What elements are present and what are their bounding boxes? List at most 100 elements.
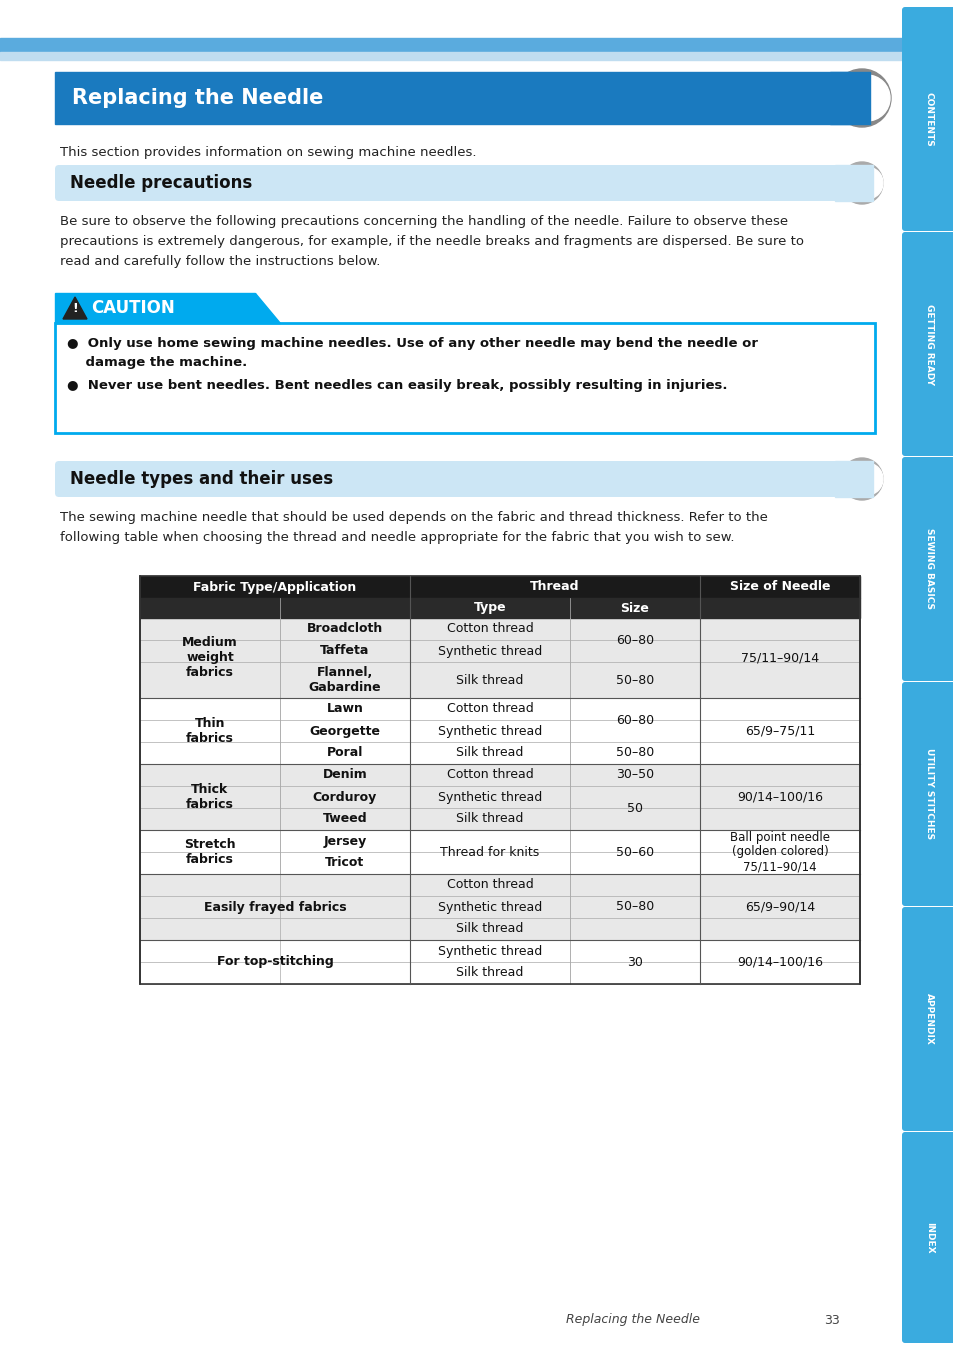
Text: Synthetic thread: Synthetic thread bbox=[437, 790, 541, 803]
Text: Replacing the Needle: Replacing the Needle bbox=[71, 88, 323, 108]
Text: Synthetic thread: Synthetic thread bbox=[437, 945, 541, 957]
Text: Stretch
fabrics: Stretch fabrics bbox=[184, 838, 235, 865]
Bar bbox=[0, 38, 904, 53]
Text: ●  Only use home sewing machine needles. Use of any other needle may bend the ne: ● Only use home sewing machine needles. … bbox=[67, 337, 758, 350]
Text: Size of Needle: Size of Needle bbox=[729, 581, 829, 593]
Text: Thick
fabrics: Thick fabrics bbox=[186, 783, 233, 811]
Text: Tweed: Tweed bbox=[322, 813, 367, 825]
Bar bbox=[140, 576, 859, 599]
Text: Easily frayed fabrics: Easily frayed fabrics bbox=[204, 900, 346, 914]
Text: Silk thread: Silk thread bbox=[456, 922, 523, 936]
Text: The sewing machine needle that should be used depends on the fabric and thread t: The sewing machine needle that should be… bbox=[60, 511, 767, 524]
FancyBboxPatch shape bbox=[901, 907, 953, 1131]
Text: Type: Type bbox=[474, 601, 506, 615]
Circle shape bbox=[841, 458, 882, 500]
Text: Silk thread: Silk thread bbox=[456, 674, 523, 686]
Text: 50–80: 50–80 bbox=[616, 900, 654, 914]
Text: INDEX: INDEX bbox=[924, 1221, 933, 1254]
Text: read and carefully follow the instructions below.: read and carefully follow the instructio… bbox=[60, 255, 380, 268]
Bar bbox=[55, 71, 849, 124]
Text: Fabric Type/Application: Fabric Type/Application bbox=[193, 581, 356, 593]
Bar bbox=[834, 164, 872, 201]
Text: APPENDIX: APPENDIX bbox=[924, 993, 933, 1045]
Text: Thread: Thread bbox=[530, 581, 579, 593]
Bar bbox=[140, 874, 859, 940]
Text: Broadcloth: Broadcloth bbox=[307, 623, 383, 635]
Text: 65/9–90/14: 65/9–90/14 bbox=[744, 900, 814, 914]
Text: 60–80: 60–80 bbox=[616, 713, 654, 727]
Text: Silk thread: Silk thread bbox=[456, 747, 523, 759]
FancyBboxPatch shape bbox=[55, 71, 849, 124]
Bar bbox=[834, 461, 872, 497]
Circle shape bbox=[850, 462, 882, 495]
Text: Poral: Poral bbox=[327, 747, 363, 759]
Text: UTILITY STITCHES: UTILITY STITCHES bbox=[924, 748, 933, 840]
Text: Cotton thread: Cotton thread bbox=[446, 702, 533, 716]
Circle shape bbox=[850, 167, 882, 200]
Text: Tricot: Tricot bbox=[325, 856, 364, 869]
Text: Be sure to observe the following precautions concerning the handling of the need: Be sure to observe the following precaut… bbox=[60, 214, 787, 228]
Text: 33: 33 bbox=[823, 1313, 840, 1326]
Bar bbox=[829, 71, 869, 124]
Text: !: ! bbox=[72, 302, 78, 315]
Circle shape bbox=[841, 162, 882, 204]
Bar bbox=[0, 53, 904, 61]
Bar bbox=[140, 576, 859, 984]
Text: Cotton thread: Cotton thread bbox=[446, 879, 533, 891]
Text: Synthetic thread: Synthetic thread bbox=[437, 724, 541, 737]
Text: Synthetic thread: Synthetic thread bbox=[437, 644, 541, 658]
Text: Jersey: Jersey bbox=[323, 834, 366, 848]
Text: Silk thread: Silk thread bbox=[456, 967, 523, 980]
Text: Taffeta: Taffeta bbox=[320, 644, 370, 658]
Text: Needle types and their uses: Needle types and their uses bbox=[70, 470, 333, 488]
Text: ●  Never use bent needles. Bent needles can easily break, possibly resulting in : ● Never use bent needles. Bent needles c… bbox=[67, 379, 727, 392]
Text: Thread for knits: Thread for knits bbox=[440, 845, 539, 859]
FancyBboxPatch shape bbox=[901, 232, 953, 456]
FancyBboxPatch shape bbox=[55, 461, 849, 497]
Text: 90/14–100/16: 90/14–100/16 bbox=[737, 956, 822, 968]
FancyBboxPatch shape bbox=[901, 7, 953, 231]
Text: For top-stitching: For top-stitching bbox=[216, 956, 333, 968]
Text: Denim: Denim bbox=[322, 768, 367, 782]
Polygon shape bbox=[254, 293, 280, 324]
Text: 50: 50 bbox=[626, 802, 642, 814]
Bar bbox=[55, 293, 254, 324]
Text: 50–80: 50–80 bbox=[616, 747, 654, 759]
Text: 30–50: 30–50 bbox=[616, 768, 654, 782]
Text: Silk thread: Silk thread bbox=[456, 813, 523, 825]
Text: Georgette: Georgette bbox=[309, 724, 380, 737]
Bar bbox=[55, 324, 874, 433]
Text: precautions is extremely dangerous, for example, if the needle breaks and fragme: precautions is extremely dangerous, for … bbox=[60, 235, 803, 248]
Text: Replacing the Needle: Replacing the Needle bbox=[565, 1313, 700, 1326]
Text: Cotton thread: Cotton thread bbox=[446, 768, 533, 782]
FancyBboxPatch shape bbox=[901, 457, 953, 681]
Bar bbox=[140, 617, 859, 698]
Text: damage the machine.: damage the machine. bbox=[67, 356, 247, 369]
Polygon shape bbox=[63, 297, 87, 319]
Text: Medium
weight
fabrics: Medium weight fabrics bbox=[182, 636, 237, 679]
Bar bbox=[140, 764, 859, 830]
Bar bbox=[140, 940, 859, 984]
Text: Thin
fabrics: Thin fabrics bbox=[186, 717, 233, 745]
FancyBboxPatch shape bbox=[55, 164, 849, 201]
Text: Cotton thread: Cotton thread bbox=[446, 623, 533, 635]
Text: 50–80: 50–80 bbox=[616, 674, 654, 686]
Text: 50–60: 50–60 bbox=[616, 845, 654, 859]
FancyBboxPatch shape bbox=[901, 1132, 953, 1343]
Text: Ball point needle
(golden colored)
75/11–90/14: Ball point needle (golden colored) 75/11… bbox=[729, 830, 829, 874]
Bar bbox=[140, 830, 859, 874]
Bar bbox=[140, 698, 859, 764]
Text: Flannel,
Gabardine: Flannel, Gabardine bbox=[309, 666, 381, 694]
Text: Needle precautions: Needle precautions bbox=[70, 174, 252, 191]
Text: 60–80: 60–80 bbox=[616, 634, 654, 647]
FancyBboxPatch shape bbox=[901, 682, 953, 906]
Circle shape bbox=[843, 75, 889, 121]
Text: This section provides information on sewing machine needles.: This section provides information on sew… bbox=[60, 146, 476, 159]
Text: 30: 30 bbox=[626, 956, 642, 968]
Text: CAUTION: CAUTION bbox=[91, 299, 174, 317]
Text: Lawn: Lawn bbox=[326, 702, 363, 716]
Text: Synthetic thread: Synthetic thread bbox=[437, 900, 541, 914]
Text: following table when choosing the thread and needle appropriate for the fabric t: following table when choosing the thread… bbox=[60, 531, 734, 545]
Text: 65/9–75/11: 65/9–75/11 bbox=[744, 724, 814, 737]
Text: Corduroy: Corduroy bbox=[313, 790, 376, 803]
